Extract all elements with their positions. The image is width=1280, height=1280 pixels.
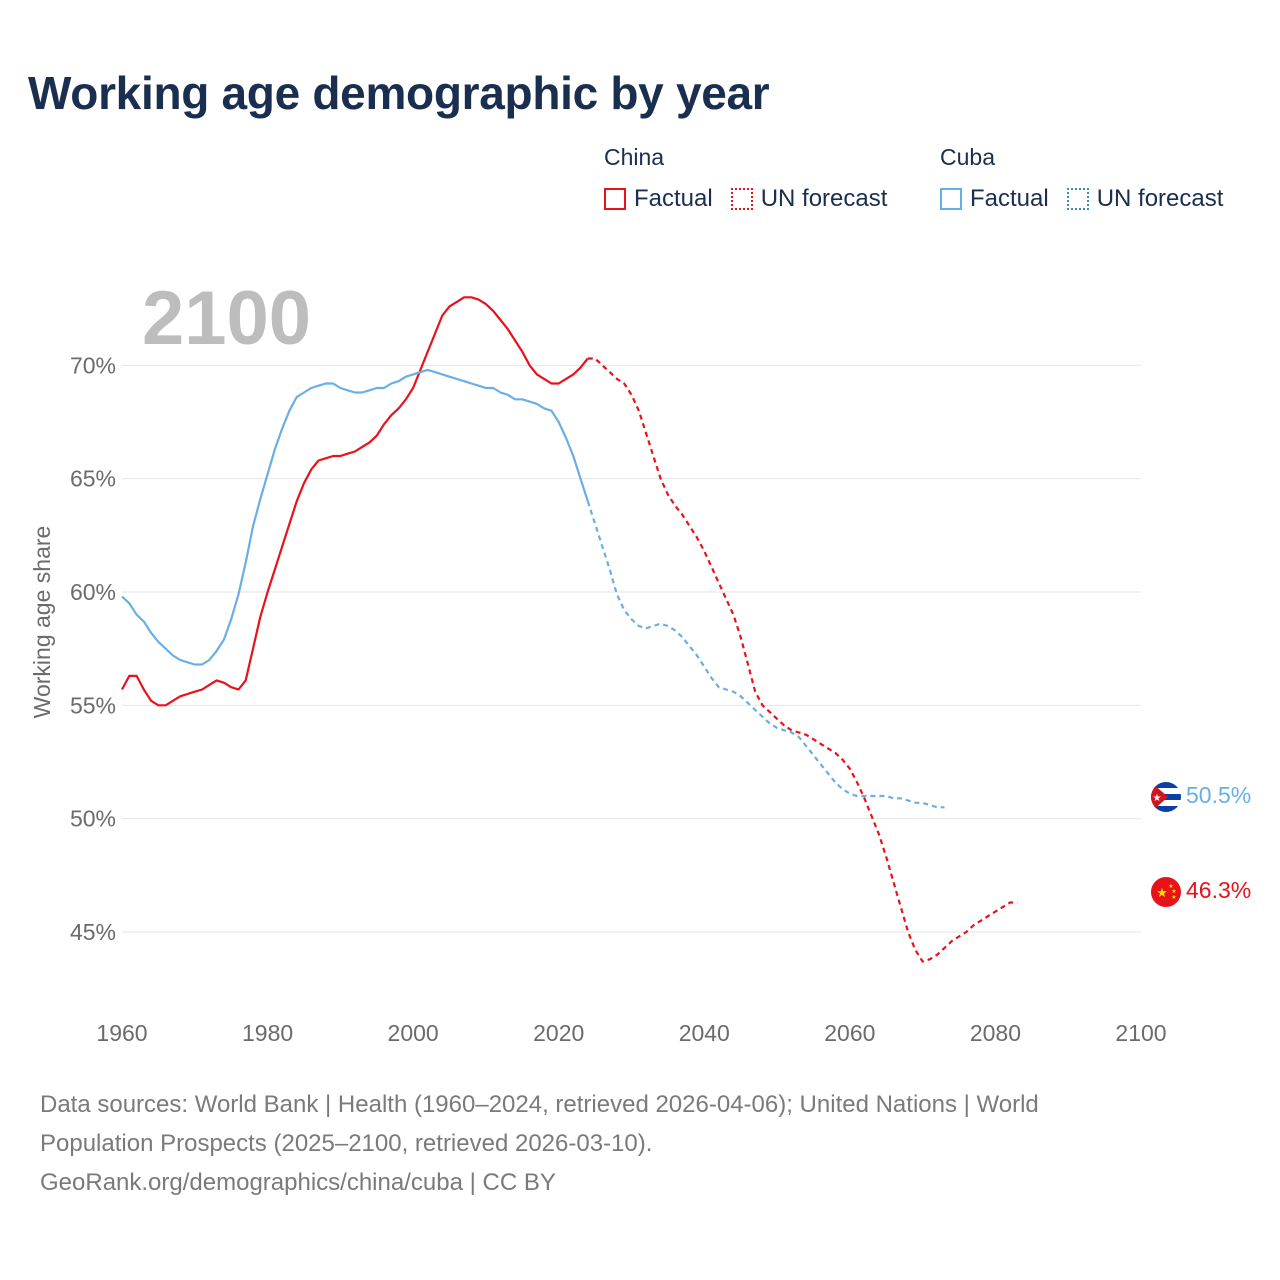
source-line-2: Population Prospects (2025–2100, retriev… <box>40 1130 653 1157</box>
cuba-factual-line <box>121 368 589 666</box>
x-tick-label: 2020 <box>533 1020 584 1046</box>
y-tick-label: 55% <box>70 692 116 718</box>
x-axis-ticks: 1960 1980 2000 2020 2040 2060 2080 2100 <box>96 1020 1166 1046</box>
svg-text:★: ★ <box>1153 793 1162 804</box>
source-note: Data sources: World Bank | Health (1960–… <box>40 1085 1160 1202</box>
legend-china-forecast-label: UN forecast <box>760 185 888 212</box>
legend-china-name: China <box>604 144 665 170</box>
legend-cuba: Cuba Factual UN forecast <box>940 144 1241 213</box>
svg-text:★: ★ <box>1168 883 1173 890</box>
y-axis-label: Working age share <box>29 526 55 719</box>
x-tick-label: 2000 <box>388 1020 439 1046</box>
x-tick-label: 1960 <box>96 1020 147 1046</box>
x-tick-label: 2060 <box>824 1020 875 1046</box>
legend-cuba-forecast[interactable]: UN forecast <box>1066 185 1224 213</box>
x-tick-label: 2080 <box>970 1020 1021 1046</box>
legend-cuba-name: Cuba <box>940 144 995 170</box>
china-forecast-swatch <box>730 188 753 210</box>
cuba-forecast-swatch <box>1066 188 1089 210</box>
legend-china-factual[interactable]: Factual <box>604 185 713 213</box>
cuba-forecast-line <box>586 500 945 809</box>
line-chart: 2100 45% 50% 55% 60% 65% 70% 1960 1980 2000 2020… <box>29 276 1251 1046</box>
svg-text:★: ★ <box>1171 888 1176 895</box>
source-line-1: Data sources: World Bank | Health (1960–… <box>40 1091 1039 1118</box>
cuba-end-label: 50.5% <box>1186 782 1251 808</box>
y-tick-label: 70% <box>70 352 116 378</box>
y-tick-label: 65% <box>70 466 116 492</box>
end-markers: ★ ★ ★ ★ ★ 50.5% 46.3% <box>1151 782 1251 907</box>
china-forecast-line <box>587 357 1018 963</box>
x-tick-label: 2040 <box>679 1020 730 1046</box>
series-lines <box>121 296 1018 963</box>
cuba-factual-swatch <box>940 188 962 210</box>
x-tick-label: 2100 <box>1115 1020 1166 1046</box>
china-flag-icon: ★ ★ ★ ★ <box>1151 877 1181 907</box>
legend-china-factual-label: Factual <box>634 185 713 212</box>
legend-china: China Factual UN forecast <box>604 144 905 213</box>
china-factual-line <box>121 296 589 707</box>
legend-cuba-forecast-label: UN forecast <box>1096 185 1224 212</box>
grid-lines <box>122 364 1141 933</box>
china-factual-swatch <box>604 188 626 210</box>
y-tick-label: 45% <box>70 919 116 945</box>
cuba-flag-icon: ★ <box>1151 782 1181 812</box>
legend-china-forecast[interactable]: UN forecast <box>730 185 888 213</box>
year-overlay: 2100 <box>142 276 311 361</box>
legend-cuba-factual[interactable]: Factual <box>940 185 1049 213</box>
x-tick-label: 1980 <box>242 1020 293 1046</box>
y-tick-label: 50% <box>70 806 116 832</box>
svg-text:★: ★ <box>1171 894 1176 901</box>
source-line-3: GeoRank.org/demographics/china/cuba | CC… <box>40 1169 556 1196</box>
legend-cuba-factual-label: Factual <box>970 185 1049 212</box>
y-tick-label: 60% <box>70 579 116 605</box>
svg-text:★: ★ <box>1156 885 1168 900</box>
chart-title: Working age demographic by year <box>28 67 770 119</box>
y-axis-ticks: 45% 50% 55% 60% 65% 70% <box>70 352 116 945</box>
china-end-label: 46.3% <box>1186 877 1251 903</box>
